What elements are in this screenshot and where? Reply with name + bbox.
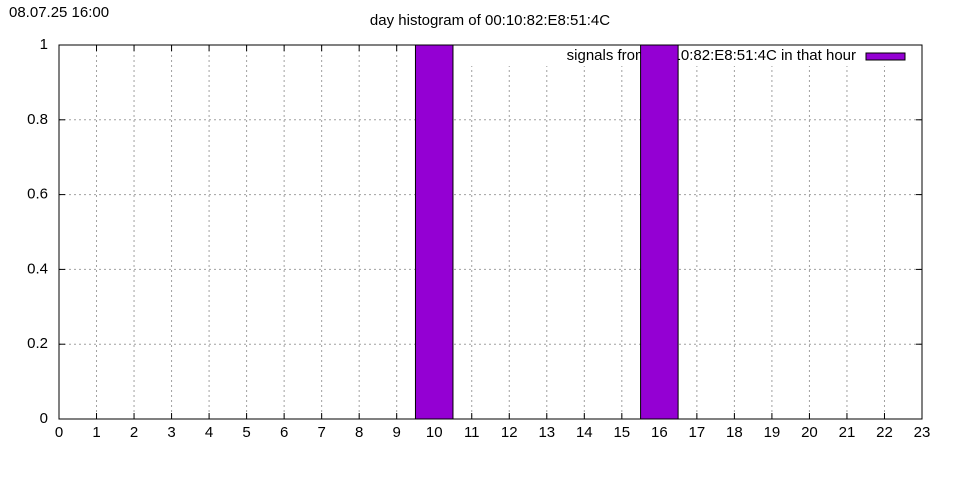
x-tick-label: 12 [501,424,518,441]
x-tick-label: 14 [576,424,593,441]
x-tick-label: 1 [92,424,100,441]
timestamp: 08.07.25 16:00 [9,4,109,21]
x-tick-label: 3 [167,424,175,441]
x-tick-label: 13 [538,424,555,441]
bar [414,44,454,420]
y-tick-label: 0.6 [27,186,48,203]
y-tick-label: 0 [40,410,48,427]
x-tick-label: 0 [55,424,63,441]
x-tick-label: 15 [613,424,630,441]
x-tick-label: 19 [764,424,781,441]
x-tick-label: 22 [876,424,893,441]
legend-swatch [865,52,906,61]
x-tick-label: 23 [914,424,931,441]
plot-border [58,44,923,420]
x-tick-label: 2 [130,424,138,441]
x-tick-label: 20 [801,424,818,441]
x-tick-label: 21 [839,424,856,441]
y-tick-label: 0.4 [27,260,48,277]
legend-label: signals from 00:10:82:E8:51:4C in that h… [567,47,856,64]
x-tick-label: 4 [205,424,213,441]
x-tick-label: 17 [689,424,706,441]
x-tick-label: 9 [393,424,401,441]
y-tick-label: 1 [40,36,48,53]
x-tick-label: 5 [242,424,250,441]
x-tick-label: 16 [651,424,668,441]
y-tick-label: 0.8 [27,111,48,128]
x-tick-label: 7 [317,424,325,441]
x-tick-label: 10 [426,424,443,441]
x-tick-label: 18 [726,424,743,441]
legend-background [470,45,921,66]
y-tick-label: 0.2 [27,335,48,352]
x-tick-label: 11 [464,424,480,441]
chart-title: day histogram of 00:10:82:E8:51:4C [370,12,610,29]
x-tick-label: 6 [280,424,288,441]
bar [640,44,679,420]
x-tick-label: 8 [355,424,363,441]
